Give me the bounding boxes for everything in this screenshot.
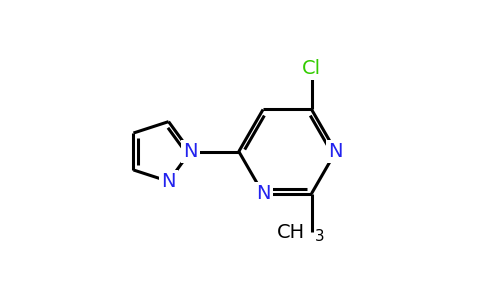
Text: N: N	[183, 142, 197, 161]
Text: N: N	[256, 184, 271, 203]
Text: CH: CH	[276, 223, 304, 242]
Text: N: N	[329, 142, 343, 161]
Text: N: N	[161, 172, 176, 191]
Text: 3: 3	[315, 229, 325, 244]
Text: Cl: Cl	[302, 59, 321, 78]
